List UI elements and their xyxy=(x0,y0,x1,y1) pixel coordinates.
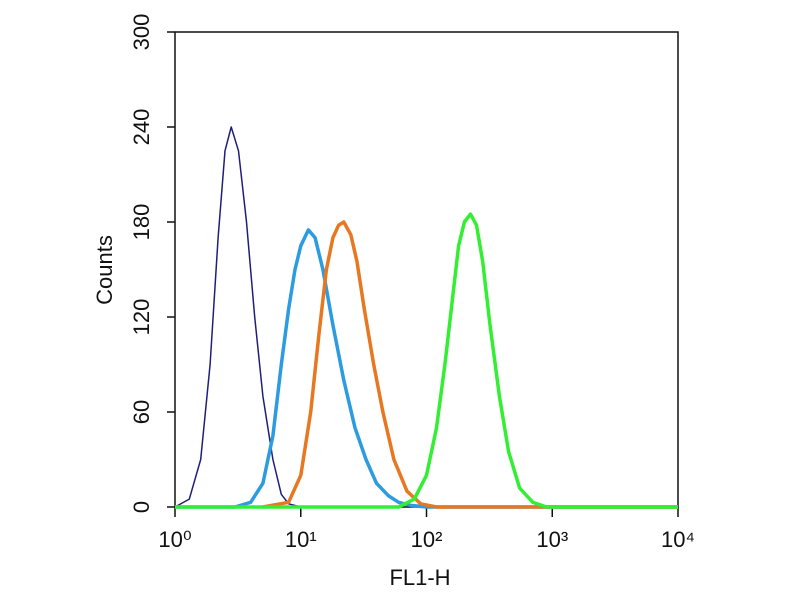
histogram-line xyxy=(174,126,389,508)
y-tick-label: 300 xyxy=(129,14,154,51)
y-tick-label: 60 xyxy=(129,400,154,424)
y-tick-label: 0 xyxy=(129,501,154,513)
histogram-line xyxy=(175,212,678,509)
histogram-line xyxy=(262,220,678,509)
x-tick-label: 10⁴ xyxy=(661,527,695,552)
x-tick-label: 10¹ xyxy=(285,527,317,552)
y-tick-label: 180 xyxy=(129,204,154,241)
x-tick-label: 10² xyxy=(411,527,443,552)
histogram-line xyxy=(175,228,678,509)
x-tick-label: 10⁰ xyxy=(158,527,191,552)
x-axis-label: FL1-H xyxy=(389,565,450,590)
y-tick-label: 120 xyxy=(129,299,154,336)
y-tick-label: 240 xyxy=(129,109,154,146)
y-axis-label: Counts xyxy=(92,235,117,305)
x-tick-label: 10³ xyxy=(536,527,568,552)
